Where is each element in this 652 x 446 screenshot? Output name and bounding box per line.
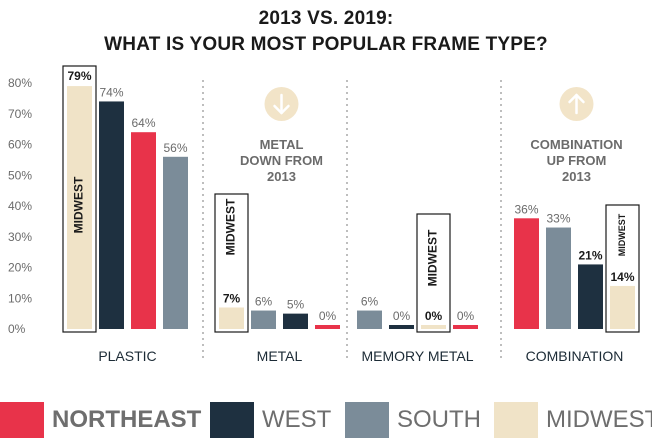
chart-title-line-1: 2013 VS. 2019:: [258, 8, 394, 29]
callout-text-combination-0: COMBINATION: [530, 137, 622, 152]
callout-text-combination-1: UP FROM: [547, 153, 607, 168]
callout-text-metal-1: DOWN FROM: [240, 153, 323, 168]
bar-memory-metal-west-value-label: 0%: [393, 309, 411, 323]
bar-plastic-midwest-series-tag: MIDWEST: [72, 176, 86, 233]
bar-plastic-south: [163, 156, 188, 329]
bar-metal-northeast: [315, 325, 340, 329]
bar-memory-metal-midwest-series-tag: MIDWEST: [426, 229, 440, 286]
bar-metal-south: [251, 310, 276, 329]
legend-swatch-midwest: [494, 402, 538, 438]
bar-metal-midwest-value-label: 7%: [223, 291, 241, 305]
y-tick-label: 10%: [8, 291, 32, 305]
y-tick-label: 50%: [8, 168, 32, 182]
bar-metal-south-value-label: 6%: [255, 295, 273, 309]
bar-plastic-midwest: [67, 86, 92, 329]
bar-metal-midwest: [219, 307, 244, 329]
legend-swatch-northeast: [0, 402, 44, 438]
bar-combination-midwest: [610, 285, 635, 329]
bar-metal-northeast-value-label: 0%: [319, 309, 337, 323]
callout-text-combination-2: 2013: [562, 169, 591, 184]
y-tick-label: 40%: [8, 199, 32, 213]
category-label-combination: COMBINATION: [526, 348, 624, 364]
arrow-up-icon: [568, 93, 585, 115]
y-tick-label: 70%: [8, 107, 32, 121]
y-tick-label: 0%: [8, 322, 26, 336]
y-tick-label: 20%: [8, 261, 32, 275]
bar-plastic-northeast: [131, 132, 156, 329]
legend-label-midwest: MIDWEST: [546, 406, 652, 433]
bar-plastic-west: [99, 101, 124, 329]
bar-memory-metal-midwest-frame: [416, 213, 451, 333]
bar-memory-metal-south-value-label: 6%: [361, 295, 379, 309]
bar-metal-west-value-label: 5%: [287, 298, 305, 312]
bar-memory-metal-south: [357, 310, 382, 329]
y-tick-label: 60%: [8, 138, 32, 152]
category-label-plastic: PLASTIC: [98, 348, 156, 364]
category-label-memory-metal: MEMORY METAL: [361, 348, 473, 364]
arrow-down-icon: [273, 93, 290, 115]
bar-plastic-west-value-label: 74%: [99, 85, 123, 99]
bar-combination-midwest-value-label: 14%: [610, 270, 634, 284]
bar-combination-midwest-series-tag: MIDWEST: [617, 213, 627, 256]
legend-swatch-west: [210, 402, 254, 438]
bar-combination-south: [546, 227, 571, 329]
legend-swatch-south: [345, 402, 389, 438]
chart-title-line-2: WHAT IS YOUR MOST POPULAR FRAME TYPE?: [104, 34, 548, 55]
bar-memory-metal-northeast: [453, 325, 478, 329]
bar-memory-metal-midwest: [421, 325, 446, 329]
bar-plastic-south-value-label: 56%: [163, 141, 187, 155]
bar-plastic-northeast-value-label: 64%: [131, 116, 155, 130]
y-tick-label: 30%: [8, 230, 32, 244]
bar-memory-metal-west: [389, 325, 414, 329]
bar-memory-metal-midwest-value-label: 0%: [425, 309, 443, 323]
y-tick-label: 80%: [8, 76, 32, 90]
bar-combination-west-value-label: 21%: [578, 248, 602, 262]
callout-text-metal-0: METAL: [260, 137, 304, 152]
bar-plastic-midwest-value-label: 79%: [67, 69, 91, 83]
legend-label-northeast: NORTHEAST: [52, 406, 202, 433]
bar-metal-west: [283, 313, 308, 329]
category-label-metal: METAL: [257, 348, 303, 364]
callout-text-metal-2: 2013: [267, 169, 296, 184]
bar-memory-metal-northeast-value-label: 0%: [457, 309, 475, 323]
bar-chart: 0% 10% 20% 30% 40% 50% 60% 70% 80% 79% MIDWEST 74% 6…: [8, 65, 640, 364]
bar-combination-south-value-label: 33%: [546, 212, 570, 226]
bar-combination-northeast: [514, 218, 539, 329]
legend-label-west: WEST: [262, 406, 332, 433]
legend-label-south: SOUTH: [397, 406, 481, 433]
bar-metal-midwest-series-tag: MIDWEST: [224, 198, 238, 255]
bar-combination-northeast-value-label: 36%: [514, 202, 538, 216]
bar-combination-west: [578, 264, 603, 329]
